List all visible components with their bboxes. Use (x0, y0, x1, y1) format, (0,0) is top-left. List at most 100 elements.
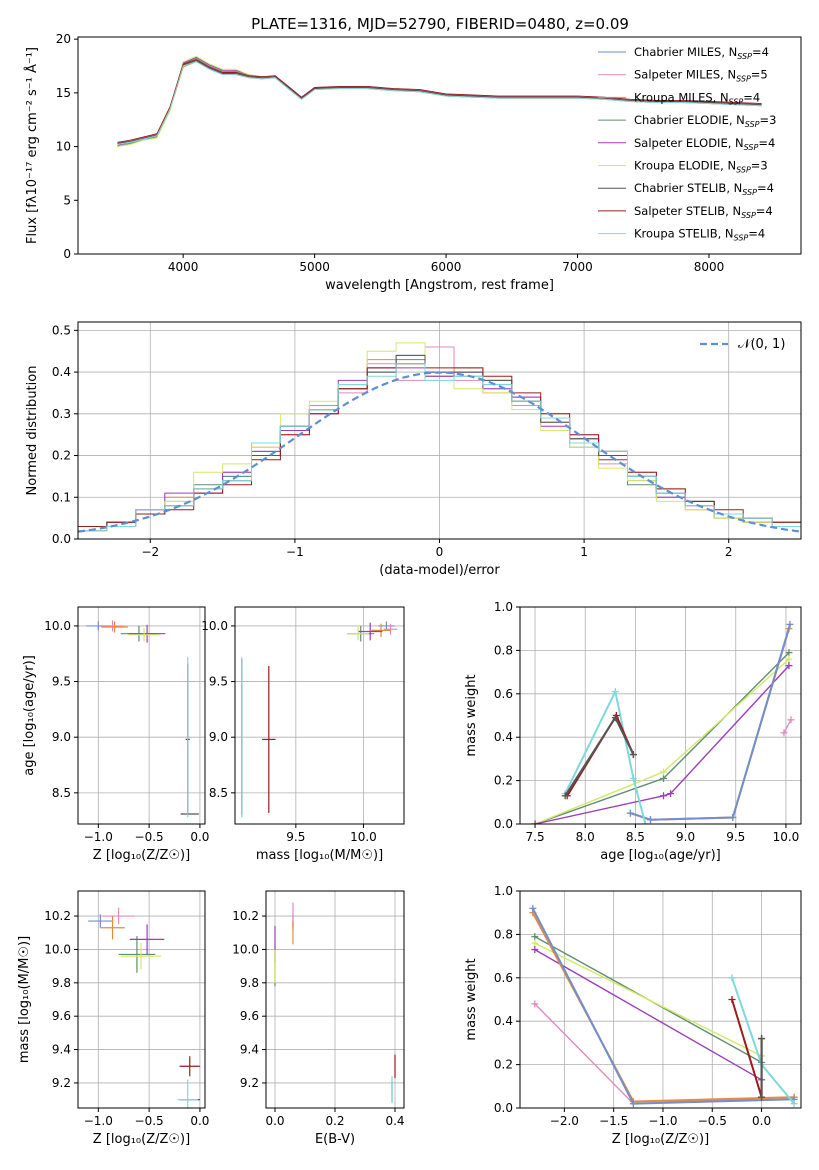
legend-subscript: SSP (745, 120, 760, 129)
mass_vs_z-plot-area (88, 907, 200, 1108)
y-axis-label: age [log₁₀(age/yr)] (22, 655, 37, 776)
legend-label: Chabrier STELIB, N (634, 181, 742, 195)
x-tick-label: 4000 (168, 260, 199, 274)
weight-marker-chabrier_miles (626, 809, 634, 817)
y-tick-label: 0.4 (494, 730, 513, 744)
x-tick-label: 9.5 (726, 830, 745, 844)
spectrum-line-chabrier_stelib (117, 60, 762, 144)
y-tick-label: 0.1 (52, 490, 71, 504)
weight-marker-kroupa_stelib (611, 688, 619, 696)
legend-subscript: SSP (736, 166, 751, 175)
weight-marker-chabrier_stelib (561, 792, 569, 800)
x-tick-label: 0.0 (190, 1114, 209, 1128)
y-axis-label: mass weight (464, 958, 479, 1040)
weight-marker-chabrier_stelib (758, 1093, 766, 1101)
legend-label: Salpeter MILES, N (634, 68, 736, 82)
spectrum-line-salpeter_stelib (117, 59, 762, 143)
y-tick-label: 0.4 (494, 1014, 513, 1028)
errorbar-point-kroupa_miles (100, 916, 125, 940)
legend-entry-salpeter_elodie: Salpeter ELODIE, NSSP=4 (634, 136, 775, 152)
legend-entry-salpeter_stelib: Salpeter STELIB, NSSP=4 (634, 204, 773, 220)
y-tick-label: 0.8 (494, 643, 513, 657)
y-axis-label: Normed distribution (25, 366, 40, 496)
y-tick-label: 0.8 (494, 927, 513, 941)
errorbar-point-salpeter_stelib (262, 665, 276, 813)
y-tick-label: 1.0 (494, 600, 513, 614)
x-tick-label: 8.5 (626, 830, 645, 844)
y-tick-label: 0.0 (494, 1101, 513, 1115)
residuals-panel: −2 −1 0 1 2 0.0 0.1 0.2 0.3 0.4 0.5 (data-model)/er… (25, 321, 802, 578)
y-tick-label: 0.2 (52, 449, 71, 463)
y-tick-label: 9.2 (240, 1076, 259, 1090)
x-tick-label: −0.5 (698, 1114, 727, 1128)
legend-label: Salpeter STELIB, N (634, 204, 741, 218)
axes-frame (519, 890, 802, 1109)
weight-marker-kroupa_elodie (531, 939, 539, 947)
legend-label: Kroupa MILES, N (634, 90, 729, 104)
normal-curve (78, 371, 801, 533)
legend-count: =5 (751, 68, 768, 82)
weight-marker-chabrier_miles (646, 816, 654, 824)
y-tick-label: 9.8 (240, 976, 259, 990)
x-tick-label: −1.5 (599, 1114, 628, 1128)
y-axis-label: mass [log₁₀(M/M☉)] (17, 936, 32, 1063)
errorbar-point-kroupa_miles (101, 621, 128, 633)
legend-subscript: SSP (741, 211, 756, 220)
y-tick-label: 9.2 (52, 1076, 71, 1090)
legend-subscript: SSP (736, 75, 751, 84)
weight-marker-chabrier_miles (729, 813, 737, 821)
weight-marker-chabrier_elodie (531, 933, 539, 941)
weight-marker-chabrier_stelib (629, 751, 637, 759)
y-tick-label: 10.2 (44, 909, 71, 923)
weight-marker-salpeter_elodie (531, 946, 539, 954)
y-tick-label: 15 (56, 86, 71, 100)
y-tick-label: 0.6 (494, 971, 513, 985)
legend-entry-chabrier_miles: Chabrier MILES, NSSP=4 (634, 45, 769, 61)
y-tick-label: 0.2 (494, 1058, 513, 1072)
legend-count: =4 (752, 45, 769, 59)
x-axis-label: (data-model)/error (379, 563, 500, 578)
errorbar-point-kroupa_elodie (127, 628, 161, 642)
errorbar-point-salpeter_miles (102, 907, 135, 925)
legend-label: Kroupa ELODIE, N (634, 159, 736, 173)
x-tick-label: 7000 (562, 260, 593, 274)
y-axis-label: mass weight (464, 674, 479, 756)
x-axis-label: Z [log₁₀(Z/Z☉)] (93, 1132, 190, 1147)
weight-marker-salpeter_elodie (667, 790, 675, 798)
y-tick-label: 10.0 (232, 942, 259, 956)
weight-marker-salpeter_elodie (785, 662, 793, 670)
y-tick-label: 9.4 (240, 1043, 259, 1057)
errorbar-point-salpeter_miles (102, 620, 123, 632)
y-tick-label: 0.3 (52, 407, 71, 421)
x-tick-label: 2 (725, 545, 733, 559)
weight-marker-salpeter_elodie (660, 792, 668, 800)
spectrum-plot-area (117, 55, 762, 148)
y-tick-label: 0 (63, 247, 71, 261)
weight-line-salpeter_miles (783, 719, 792, 734)
y-tick-label: 1.0 (494, 884, 513, 898)
y-tick-label: 9.0 (52, 730, 71, 744)
legend-count: =4 (758, 136, 775, 150)
weight-marker-chabrier_stelib (758, 1035, 766, 1043)
weight-marker-salpeter_elodie (531, 820, 539, 824)
mass_vs_ebv-plot-area (274, 902, 396, 1103)
age_vs_mass-panel: 9.5 10.0 8.5 9.0 9.5 10.0 mass [log₁₀(M/M☉)] (201, 606, 405, 863)
errorbar-point-salpeter_elodie (358, 622, 383, 641)
axes-frame (519, 606, 802, 825)
y-tick-label: 10.0 (44, 619, 71, 633)
axes-frame (77, 890, 206, 1109)
y-tick-label: 9.0 (209, 730, 228, 744)
y-tick-label: 0.4 (52, 365, 71, 379)
x-tick-label: −0.5 (135, 1114, 164, 1128)
y-tick-label: 10.0 (44, 942, 71, 956)
weight-marker-chabrier_elodie (785, 649, 793, 657)
legend-normal-label: 𝒩(0, 1) (738, 337, 785, 352)
age_vs_z-panel: −1.0 −0.5 0.0 8.5 9.0 9.5 10.0 Z [log₁₀(Z/Z☉)] a… (22, 606, 209, 863)
legend-count: =4 (757, 181, 774, 195)
y-tick-label: 0.2 (494, 774, 513, 788)
x-tick-label: 0.0 (752, 1114, 771, 1128)
y-axis-label: Flux [fλ10⁻¹⁷ erg cm⁻² s⁻¹ Å⁻¹] (24, 47, 40, 244)
y-tick-label: 9.5 (209, 675, 228, 689)
x-axis-label: Z [log₁₀(Z/Z☉)] (93, 848, 190, 863)
weight-marker-salpeter_miles (787, 716, 795, 724)
